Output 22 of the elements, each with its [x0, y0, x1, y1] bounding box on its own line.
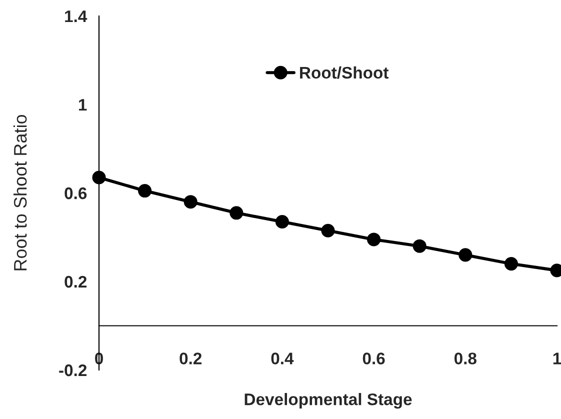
point	[458, 248, 472, 262]
y-axis-title: Root to Shoot Ratio	[13, 114, 27, 270]
x-tick-label: 1	[553, 352, 561, 364]
y-tick-label: 1	[78, 99, 87, 111]
point	[321, 224, 335, 238]
x-axis-title: Developmental Stage	[244, 393, 412, 409]
legend-label: Root/Shoot	[300, 66, 389, 79]
point	[184, 195, 198, 209]
x-tick-label: 0.4	[271, 352, 294, 364]
y-tick-label: 1.4	[65, 10, 88, 22]
point	[504, 257, 518, 271]
y-tick-label: -0.2	[59, 364, 87, 376]
point	[230, 206, 244, 220]
point	[412, 239, 426, 253]
x-tick-label: 0.8	[454, 352, 476, 364]
point	[275, 214, 289, 229]
x-tick-label: 0.2	[180, 352, 202, 364]
point	[138, 184, 152, 198]
x-tick-label: 0.6	[362, 352, 385, 364]
y-tick-label: 0.2	[64, 276, 87, 288]
y-tick-label: 0.6	[64, 187, 87, 200]
point	[367, 232, 381, 246]
